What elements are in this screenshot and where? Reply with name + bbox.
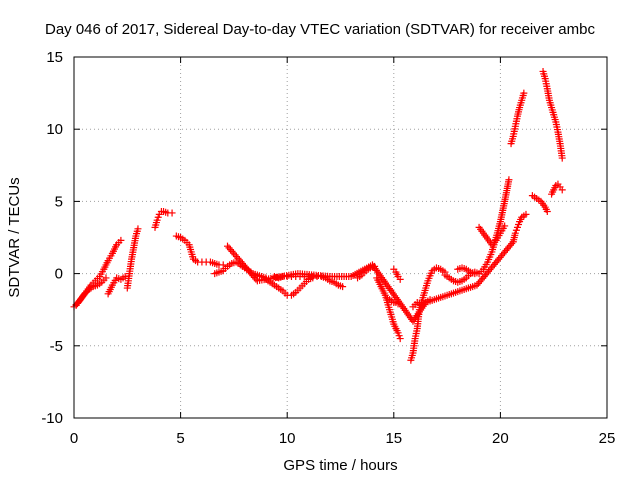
data-point [134, 225, 142, 233]
y-tick-label: 0 [55, 266, 63, 283]
data-point [471, 270, 479, 278]
series-arc-18 [475, 222, 509, 249]
y-tick-label: 15 [46, 49, 63, 66]
data-point-fill [252, 275, 260, 283]
series-arc-12 [390, 265, 404, 283]
data-point-fill [247, 270, 255, 278]
data-point-fill [240, 261, 248, 269]
data-point-fill [225, 244, 233, 252]
data-point-fill [250, 273, 258, 281]
series-arc-21 [528, 192, 551, 216]
data-point [501, 222, 509, 230]
data-point-fill [232, 253, 240, 261]
data-point [117, 236, 125, 244]
grid [74, 57, 607, 418]
data-point [509, 238, 517, 246]
data-point [102, 274, 110, 282]
series-arc-4 [123, 225, 142, 292]
data-point [520, 89, 528, 97]
data-point [224, 242, 232, 250]
x-tick-label: 20 [492, 430, 509, 447]
data-point [558, 186, 566, 194]
data-point [543, 208, 551, 216]
data-points [70, 67, 566, 364]
y-axis-label: SDTVAR / TECUs [6, 177, 23, 297]
data-point [168, 209, 176, 217]
data-point [339, 283, 347, 291]
series-arc-6 [172, 232, 227, 269]
x-tick-label: 0 [70, 430, 78, 447]
data-point-fill [508, 240, 516, 248]
series-arc-2 [72, 274, 110, 309]
y-tick-label: 10 [46, 121, 63, 138]
x-tick-label: 25 [599, 430, 616, 447]
data-point-fill [231, 251, 239, 259]
series-isolated-points [224, 238, 517, 325]
series-arc-23 [548, 180, 566, 198]
data-point [558, 154, 566, 162]
y-tick-label: -5 [50, 338, 63, 355]
plot-frame [73, 56, 608, 419]
data-point-fill [249, 272, 257, 280]
data-point [505, 176, 513, 184]
series-arc-22 [539, 67, 566, 162]
data-point [522, 210, 530, 218]
data-point-fill [243, 265, 251, 273]
data-point-fill [237, 258, 245, 266]
data-point-fill [238, 259, 246, 267]
series-arc-17 [454, 264, 479, 278]
series-arc-19 [507, 89, 528, 148]
data-point-fill [234, 254, 242, 262]
data-point-fill [228, 247, 236, 255]
data-point-fill [235, 256, 243, 264]
data-point-fill [229, 249, 237, 257]
x-axis-label: GPS time / hours [283, 457, 397, 474]
data-point-fill [226, 246, 234, 254]
x-tick-label: 5 [176, 430, 184, 447]
series-arc-16 [441, 176, 513, 286]
data-point-fill [246, 268, 254, 276]
x-tick-label: 15 [385, 430, 402, 447]
data-point [396, 335, 404, 343]
series-arc-3 [104, 272, 129, 298]
x-tick-label: 10 [279, 430, 296, 447]
series-arc-11 [373, 274, 404, 343]
y-tick-label: 5 [55, 193, 63, 210]
data-point-fill [241, 263, 249, 271]
series-arc-5 [151, 208, 176, 231]
series-arc-14 [407, 264, 449, 364]
data-point-fill [244, 266, 252, 274]
chart-title: Day 046 of 2017, Sidereal Day-to-day VTE… [45, 21, 595, 38]
axis-ticks: 0 5 10 15 20 25 -10 -5 0 5 10 15 [41, 49, 615, 447]
y-tick-label: -10 [41, 410, 63, 427]
data-point [396, 275, 404, 283]
